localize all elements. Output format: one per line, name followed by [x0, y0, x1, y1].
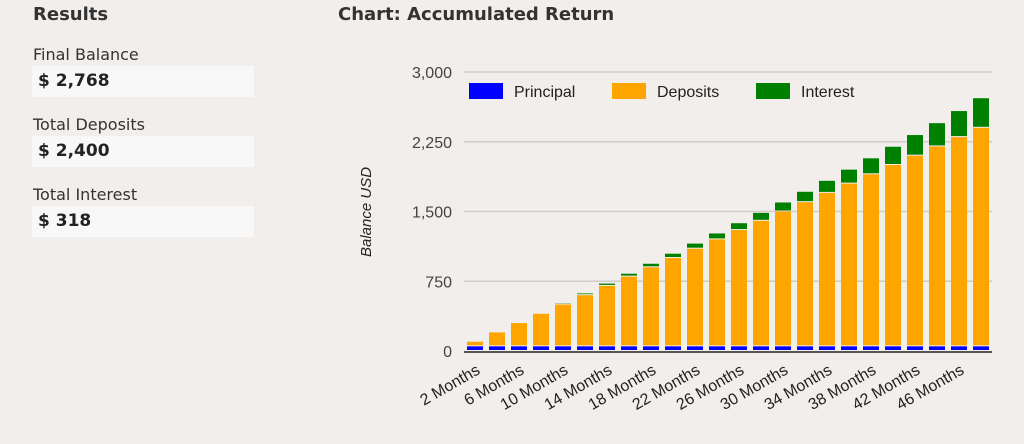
y-tick-label: 750: [425, 274, 452, 291]
bar-deposits: [709, 239, 725, 346]
bar-principal: [511, 346, 527, 350]
final-balance-label: Final Balance: [33, 45, 139, 64]
bar-interest: [709, 233, 725, 239]
bar-deposits: [665, 258, 681, 346]
bar-interest: [643, 263, 659, 267]
legend-swatch-interest: [756, 83, 790, 99]
y-tick-label: 1,500: [412, 205, 452, 222]
bar-deposits: [643, 267, 659, 346]
total-interest-label: Total Interest: [33, 185, 138, 204]
bar-deposits: [775, 211, 791, 346]
bar-principal: [555, 346, 571, 350]
bar-deposits: [599, 285, 615, 346]
bar-interest: [973, 98, 989, 127]
legend-label-interest: Interest: [801, 84, 855, 101]
bar-principal: [929, 346, 945, 350]
bar-deposits: [533, 313, 549, 346]
bar-deposits: [687, 248, 703, 346]
bar-principal: [973, 346, 989, 350]
bar-interest: [929, 123, 945, 146]
bar-principal: [731, 346, 747, 350]
bar-deposits: [797, 202, 813, 346]
total-deposits-field: $ 2,400: [32, 136, 254, 167]
bar-principal: [775, 346, 791, 350]
bar-deposits: [731, 230, 747, 346]
bar-principal: [709, 346, 725, 350]
bar-principal: [863, 346, 879, 350]
bar-interest: [665, 253, 681, 257]
y-axis-label: Balance USD: [358, 167, 375, 257]
bar-principal: [907, 346, 923, 350]
bar-interest: [753, 212, 769, 220]
bar-deposits: [907, 155, 923, 346]
y-tick-label: 3,000: [412, 65, 452, 82]
chart-title: Chart: Accumulated Return: [338, 4, 615, 25]
bar-principal: [467, 346, 483, 350]
bar-principal: [643, 346, 659, 350]
bar-interest: [951, 111, 967, 137]
bar-principal: [687, 346, 703, 350]
bar-interest: [599, 283, 615, 285]
bar-principal: [797, 346, 813, 350]
bar-deposits: [885, 165, 901, 346]
bar-principal: [621, 346, 637, 350]
bar-interest: [775, 202, 791, 211]
bar-interest: [885, 146, 901, 164]
y-tick-label: 0: [443, 344, 452, 361]
bar-deposits: [819, 192, 835, 346]
bar-deposits: [577, 295, 593, 346]
y-tick-label: 2,250: [412, 135, 452, 152]
total-interest-field: $ 318: [32, 206, 254, 237]
bar-interest: [819, 180, 835, 192]
bar-interest: [863, 158, 879, 174]
bar-principal: [489, 346, 505, 350]
bar-deposits: [621, 276, 637, 346]
bar-interest: [797, 191, 813, 202]
bar-deposits: [511, 323, 527, 346]
bar-deposits: [929, 146, 945, 346]
bar-principal: [577, 346, 593, 350]
bar-principal: [841, 346, 857, 350]
bar-interest: [841, 169, 857, 183]
bar-deposits: [951, 137, 967, 346]
bar-principal: [819, 346, 835, 350]
bar-principal: [885, 346, 901, 350]
final-balance-field: $ 2,768: [32, 66, 254, 97]
legend-swatch-deposits: [612, 83, 646, 99]
legend-label-deposits: Deposits: [657, 84, 719, 101]
legend-label-principal: Principal: [514, 84, 575, 101]
bar-interest: [687, 243, 703, 248]
bar-principal: [533, 346, 549, 350]
bar-deposits: [973, 127, 989, 346]
bar-interest: [731, 223, 747, 230]
results-heading: Results: [33, 4, 109, 25]
bar-principal: [665, 346, 681, 350]
bar-interest: [621, 273, 637, 276]
bar-deposits: [863, 174, 879, 346]
bar-principal: [951, 346, 967, 350]
bar-deposits: [555, 304, 571, 346]
total-deposits-label: Total Deposits: [33, 115, 145, 134]
bar-deposits: [467, 341, 483, 346]
bar-deposits: [489, 332, 505, 346]
bar-deposits: [753, 220, 769, 346]
bar-principal: [753, 346, 769, 350]
bar-deposits: [841, 183, 857, 346]
bar-interest: [907, 135, 923, 155]
bar-interest: [577, 293, 593, 295]
legend-swatch-principal: [469, 83, 503, 99]
bar-principal: [599, 346, 615, 350]
